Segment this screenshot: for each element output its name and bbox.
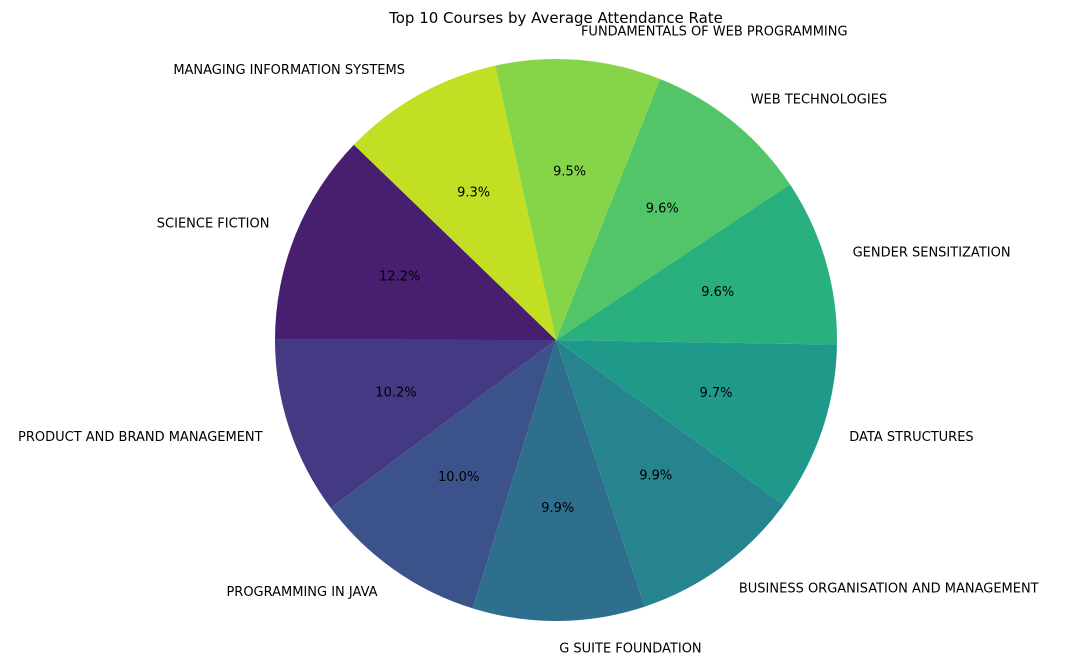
pie-slice-business-organisation-and-management — [556, 340, 784, 607]
pct-label-business-organisation-and-management: 9.9% — [639, 468, 672, 483]
pct-label-gender-sensitization: 9.6% — [701, 285, 734, 300]
pct-label-product-and-brand-management: 10.2% — [375, 386, 416, 401]
pie-slice-data-structures — [556, 340, 837, 505]
pie-slice-programming-in-java — [330, 340, 556, 609]
category-label-business-organisation-and-management: BUSINESS ORGANISATION AND MANAGEMENT — [739, 582, 1039, 597]
pie-slice-g-suite-foundation — [472, 340, 645, 621]
pie-slice-web-technologies — [556, 79, 790, 340]
pct-label-g-suite-foundation: 9.9% — [541, 501, 574, 516]
pct-label-data-structures: 9.7% — [699, 386, 732, 401]
pie-slice-gender-sensitization — [556, 184, 837, 345]
category-label-g-suite-foundation: G SUITE FOUNDATION — [559, 642, 701, 657]
category-label-science-fiction: SCIENCE FICTION — [157, 217, 270, 232]
pct-label-science-fiction: 12.2% — [379, 269, 420, 284]
pct-label-programming-in-java: 10.0% — [438, 470, 479, 485]
pie-slice-science-fiction — [275, 144, 556, 340]
pie-slice-product-and-brand-management — [275, 339, 556, 509]
category-label-gender-sensitization: GENDER SENSITIZATION — [853, 245, 1011, 260]
pct-label-web-technologies: 9.6% — [646, 202, 679, 217]
pie-slice-managing-information-systems — [353, 65, 556, 340]
chart-title: Top 10 Courses by Average Attendance Rat… — [388, 9, 723, 27]
percentage-labels: 12.2% 10.2% 10.0% 9.9% 9.9% 9.7% 9.6% 9.6% 9.5% 9… — [375, 164, 734, 516]
category-label-product-and-brand-management: PRODUCT AND BRAND MANAGEMENT — [18, 430, 263, 445]
category-label-fundamentals-of-web-programming: FUNDAMENTALS OF WEB PROGRAMMING — [581, 24, 848, 39]
category-label-programming-in-java: PROGRAMMING IN JAVA — [226, 585, 377, 600]
pct-label-managing-information-systems: 9.3% — [457, 185, 490, 200]
category-labels: SCIENCE FICTION PRODUCT AND BRAND MANAGEM… — [18, 24, 1039, 656]
category-label-web-technologies: WEB TECHNOLOGIES — [751, 92, 887, 107]
pie-slice-fundamentals-of-web-programming — [495, 59, 661, 340]
pct-label-fundamentals-of-web-programming: 9.5% — [553, 164, 586, 179]
pie-slices — [275, 59, 837, 621]
category-label-managing-information-systems: MANAGING INFORMATION SYSTEMS — [173, 63, 405, 78]
category-label-data-structures: DATA STRUCTURES — [849, 430, 973, 445]
